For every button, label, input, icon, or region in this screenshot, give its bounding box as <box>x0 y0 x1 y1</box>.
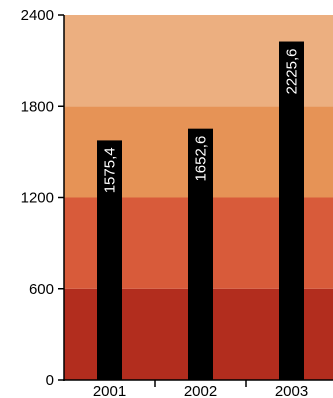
x-axis-ticks: 2001 2002 2003 <box>93 380 308 398</box>
data-label-2001: 1575,4 <box>102 147 119 193</box>
y-tick-label-600: 600 <box>29 281 54 298</box>
y-tick-label-2400: 2400 <box>21 7 54 24</box>
x-tick-label-2001: 2001 <box>93 383 126 398</box>
bar-2001 <box>97 140 122 380</box>
data-label-2003: 2225,6 <box>284 49 301 95</box>
bar-data-labels: 1575,4 1652,6 2225,6 <box>102 49 301 194</box>
y-tick-label-1800: 1800 <box>21 98 54 115</box>
y-tick-label-0: 0 <box>46 372 54 389</box>
y-tick-label-1200: 1200 <box>21 190 54 207</box>
x-tick-label-2002: 2002 <box>184 383 217 398</box>
bar-2003 <box>279 41 304 380</box>
x-tick-label-2003: 2003 <box>275 383 308 398</box>
bars <box>97 41 304 380</box>
y-axis-ticks: 0 600 1200 1800 2400 <box>21 7 64 389</box>
bar-2002 <box>188 128 213 380</box>
data-label-2002: 1652,6 <box>193 136 210 182</box>
